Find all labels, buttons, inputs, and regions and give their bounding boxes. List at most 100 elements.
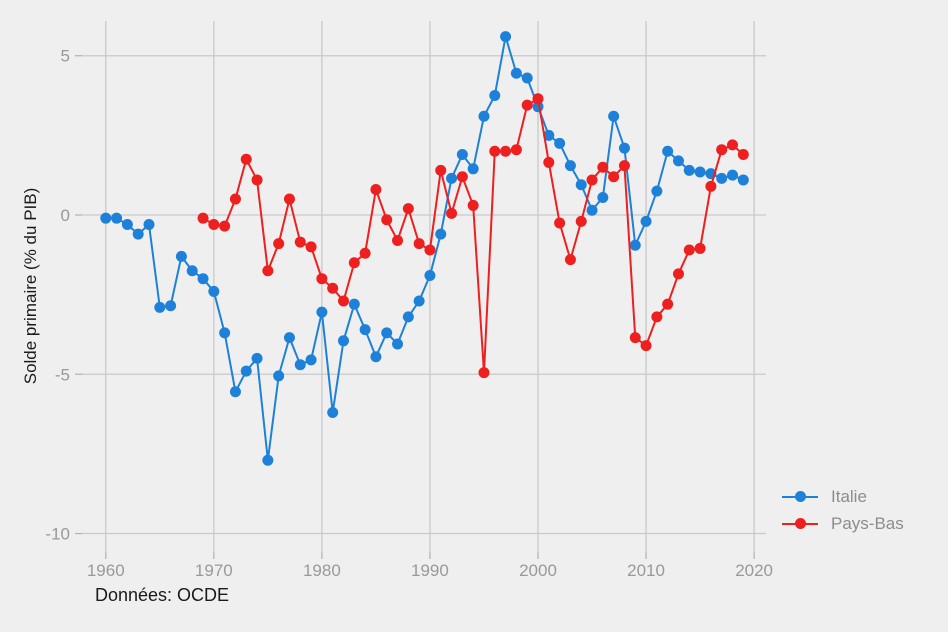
x-tick-label-1980: 1980 bbox=[303, 561, 341, 580]
data-point-italie-1974 bbox=[251, 352, 263, 364]
data-point-pays-bas-2008 bbox=[618, 160, 630, 172]
legend-item-pays-bas: Pays-Bas bbox=[782, 510, 904, 537]
data-point-pays-bas-1997 bbox=[500, 145, 512, 157]
data-point-pays-bas-2001 bbox=[543, 156, 555, 168]
data-point-pays-bas-1983 bbox=[348, 257, 360, 269]
data-point-italie-1996 bbox=[489, 90, 501, 102]
data-point-italie-2019 bbox=[737, 174, 749, 186]
data-point-pays-bas-1975 bbox=[262, 265, 274, 277]
data-point-italie-1985 bbox=[370, 351, 382, 363]
data-point-italie-1961 bbox=[111, 212, 123, 224]
legend-item-italie: Italie bbox=[782, 483, 904, 510]
data-point-italie-2017 bbox=[716, 172, 728, 184]
data-point-pays-bas-1996 bbox=[489, 145, 501, 157]
data-point-italie-1988 bbox=[402, 311, 414, 323]
data-point-pays-bas-2016 bbox=[705, 180, 717, 192]
data-point-pays-bas-1978 bbox=[294, 236, 306, 248]
data-point-pays-bas-1989 bbox=[413, 238, 425, 250]
data-point-italie-1972 bbox=[229, 386, 241, 398]
data-point-italie-2001 bbox=[543, 129, 555, 141]
data-point-italie-1987 bbox=[392, 338, 404, 350]
data-point-italie-1984 bbox=[359, 324, 371, 336]
data-point-italie-2009 bbox=[629, 239, 641, 251]
data-point-italie-2006 bbox=[597, 191, 609, 203]
data-point-pays-bas-2007 bbox=[608, 171, 620, 183]
data-point-italie-1999 bbox=[521, 72, 533, 84]
data-point-italie-1989 bbox=[413, 295, 425, 307]
x-tick-label-2020: 2020 bbox=[735, 561, 773, 580]
data-point-pays-bas-2005 bbox=[586, 174, 598, 186]
data-point-italie-2015 bbox=[694, 166, 706, 178]
data-point-pays-bas-1977 bbox=[283, 193, 295, 205]
data-point-pays-bas-2003 bbox=[564, 254, 576, 266]
data-point-italie-1971 bbox=[219, 327, 231, 339]
data-point-italie-1979 bbox=[305, 354, 317, 366]
data-point-italie-2003 bbox=[564, 160, 576, 172]
data-point-pays-bas-1984 bbox=[359, 247, 371, 259]
data-point-pays-bas-1974 bbox=[251, 174, 263, 186]
data-point-pays-bas-1980 bbox=[316, 273, 328, 285]
data-point-pays-bas-2002 bbox=[554, 217, 566, 229]
legend-marker-italie bbox=[782, 491, 818, 503]
legend-dot-icon bbox=[794, 518, 806, 529]
data-point-pays-bas-1986 bbox=[381, 214, 393, 226]
y-tick-label-0: 0 bbox=[61, 206, 70, 225]
data-point-italie-1968 bbox=[186, 265, 198, 277]
legend-dot-icon bbox=[794, 491, 806, 502]
data-point-pays-bas-2000 bbox=[532, 93, 544, 105]
data-point-italie-1978 bbox=[294, 359, 306, 371]
data-point-pays-bas-1990 bbox=[424, 244, 436, 256]
legend-label-pays-bas: Pays-Bas bbox=[831, 513, 904, 533]
data-point-pays-bas-2004 bbox=[575, 215, 587, 227]
data-point-pays-bas-2013 bbox=[672, 268, 684, 280]
data-point-italie-1986 bbox=[381, 327, 393, 339]
data-point-italie-1983 bbox=[348, 298, 360, 310]
data-point-italie-2005 bbox=[586, 204, 598, 216]
data-point-italie-2007 bbox=[608, 110, 620, 122]
data-point-pays-bas-1992 bbox=[446, 207, 458, 219]
data-point-italie-1995 bbox=[478, 110, 490, 122]
data-point-pays-bas-2010 bbox=[640, 340, 652, 352]
data-point-italie-1969 bbox=[197, 273, 209, 285]
data-point-pays-bas-1972 bbox=[229, 193, 241, 205]
data-point-italie-1966 bbox=[165, 300, 177, 312]
data-point-italie-1962 bbox=[121, 219, 133, 231]
data-point-pays-bas-1969 bbox=[197, 212, 209, 224]
data-point-pays-bas-1985 bbox=[370, 184, 382, 196]
y-tick-label--5: -5 bbox=[55, 365, 70, 384]
data-point-italie-2002 bbox=[554, 137, 566, 149]
data-point-pays-bas-1994 bbox=[467, 199, 479, 211]
data-point-pays-bas-2018 bbox=[727, 139, 739, 151]
data-point-pays-bas-1970 bbox=[208, 219, 220, 231]
data-point-pays-bas-1973 bbox=[240, 153, 252, 165]
legend-marker-pays-bas bbox=[782, 518, 818, 530]
chart-legend: Italie Pays-Bas bbox=[782, 483, 904, 537]
x-tick-label-2010: 2010 bbox=[627, 561, 665, 580]
data-point-italie-2010 bbox=[640, 215, 652, 227]
data-point-italie-1991 bbox=[435, 228, 447, 240]
data-point-italie-1998 bbox=[510, 67, 522, 79]
x-tick-label-1990: 1990 bbox=[411, 561, 449, 580]
data-point-pays-bas-2006 bbox=[597, 161, 609, 173]
data-point-italie-1990 bbox=[424, 270, 436, 282]
data-point-italie-2008 bbox=[618, 142, 630, 154]
data-point-italie-1982 bbox=[337, 335, 349, 347]
x-tick-label-2000: 2000 bbox=[519, 561, 557, 580]
data-point-italie-1977 bbox=[283, 332, 295, 344]
data-point-pays-bas-2011 bbox=[651, 311, 663, 323]
data-point-pays-bas-1982 bbox=[337, 295, 349, 307]
data-point-pays-bas-2009 bbox=[629, 332, 641, 344]
data-point-pays-bas-1998 bbox=[510, 144, 522, 156]
data-point-pays-bas-1995 bbox=[478, 367, 490, 379]
y-axis-title: Solde primaire (% du PIB) bbox=[21, 187, 40, 385]
data-point-italie-2014 bbox=[683, 164, 695, 176]
y-tick-label--10: -10 bbox=[45, 525, 70, 544]
y-tick-label-5: 5 bbox=[61, 47, 70, 66]
data-point-italie-1975 bbox=[262, 454, 274, 466]
data-point-italie-1980 bbox=[316, 306, 328, 318]
series-line-italie bbox=[105, 35, 744, 462]
chart-caption: Données: OCDE bbox=[95, 585, 230, 605]
data-point-italie-1994 bbox=[467, 163, 479, 175]
legend-label-italie: Italie bbox=[831, 486, 867, 506]
data-point-italie-1981 bbox=[327, 406, 339, 418]
